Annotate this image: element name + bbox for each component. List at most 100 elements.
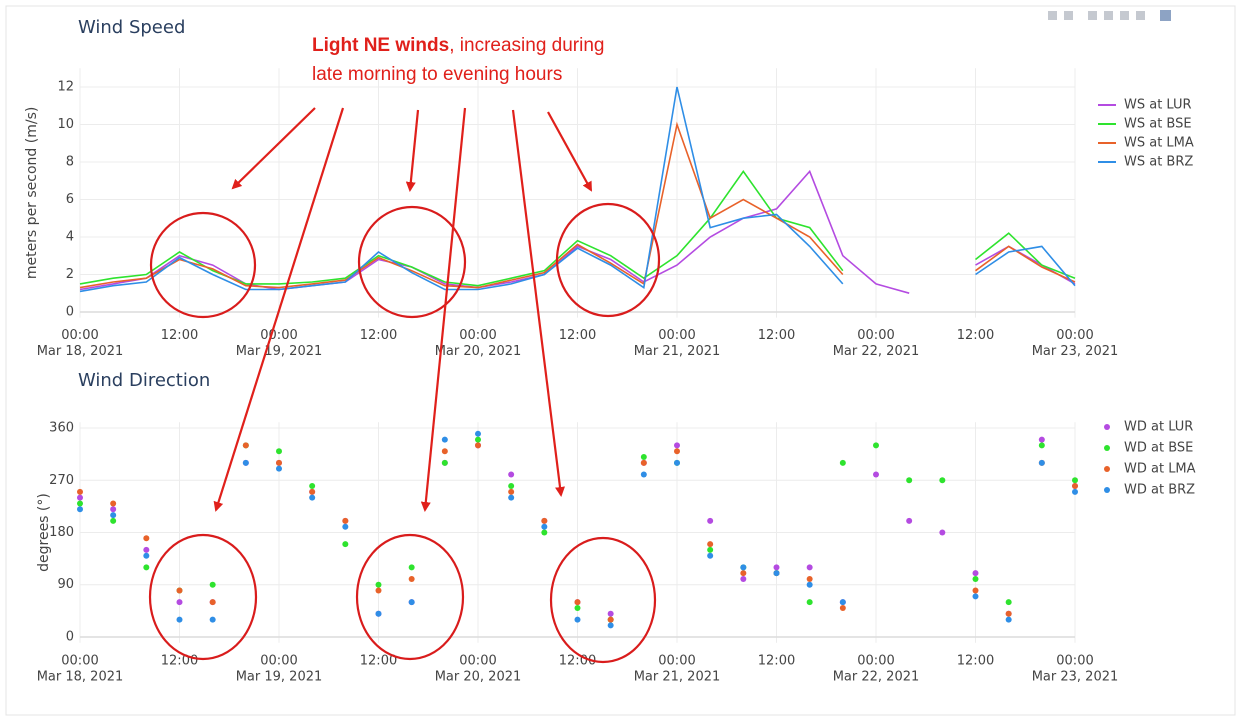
scatter-point <box>143 564 150 571</box>
scatter-point <box>1005 616 1012 623</box>
scatter-point <box>740 564 747 571</box>
zoom-out-icon[interactable] <box>1104 11 1113 20</box>
x-tick-date: Mar 19, 2021 <box>236 669 323 684</box>
legend-label: WD at LMA <box>1124 462 1196 477</box>
scatter-point <box>143 552 150 559</box>
scatter-point <box>1005 610 1012 617</box>
x-tick-label: 00:00 <box>658 653 695 668</box>
scatter-point <box>1005 599 1012 606</box>
x-tick-label: 00:00 <box>857 328 894 343</box>
scatter-point <box>342 523 349 530</box>
scatter-point <box>77 494 83 501</box>
x-tick-date: Mar 23, 2021 <box>1032 344 1119 359</box>
zoom-in-icon[interactable] <box>1088 11 1097 20</box>
scatter-point <box>906 477 913 484</box>
x-tick-date: Mar 19, 2021 <box>236 344 323 359</box>
zoom-icon[interactable] <box>1048 11 1057 20</box>
scatter-point <box>143 535 150 542</box>
scatter-point <box>707 546 714 553</box>
y-axis-title: degrees (°) <box>36 493 52 572</box>
scatter-point <box>176 587 183 594</box>
pan-icon[interactable] <box>1064 11 1073 20</box>
y-tick-label: 180 <box>49 525 74 540</box>
legend-swatch <box>1104 466 1110 472</box>
scatter-point <box>242 459 249 466</box>
scatter-point <box>1072 488 1078 495</box>
scatter-point <box>408 564 415 571</box>
scatter-point <box>342 541 349 548</box>
scatter-point <box>176 616 183 623</box>
legend-label: WD at BRZ <box>1124 483 1195 498</box>
y-tick-label: 10 <box>57 117 74 132</box>
x-tick-label: 00:00 <box>61 653 98 668</box>
x-tick-date: Mar 23, 2021 <box>1032 669 1119 684</box>
scatter-point <box>640 471 647 478</box>
scatter-point <box>508 471 515 478</box>
reset-icon[interactable] <box>1136 11 1145 20</box>
x-tick-label: 00:00 <box>459 328 496 343</box>
scatter-point <box>209 581 216 588</box>
scatter-point <box>1038 459 1045 466</box>
scatter-point <box>607 616 614 623</box>
x-tick-date: Mar 18, 2021 <box>37 669 124 684</box>
scatter-point <box>309 483 316 490</box>
annotation-text: , increasing during <box>449 35 604 56</box>
x-tick-date: Mar 21, 2021 <box>634 344 721 359</box>
scatter-point <box>806 575 813 582</box>
highlight-circle <box>149 211 257 319</box>
scatter-point <box>77 500 83 507</box>
y-tick-label: 0 <box>66 629 74 644</box>
x-tick-label: 12:00 <box>559 653 596 668</box>
annotation-line-1: Light NE winds, increasing during <box>312 35 604 56</box>
logo-icon[interactable] <box>1160 10 1171 21</box>
scatter-point <box>375 587 382 594</box>
scatter-point <box>674 442 680 449</box>
scatter-point <box>508 488 515 495</box>
x-tick-date: Mar 21, 2021 <box>634 669 721 684</box>
scatter-point <box>441 459 448 466</box>
scatter-point <box>972 593 979 600</box>
scatter-point <box>77 506 83 513</box>
scatter-point <box>1072 477 1078 484</box>
y-tick-label: 270 <box>49 473 74 488</box>
scatter-point <box>707 552 714 559</box>
scatter-point <box>574 616 581 623</box>
y-tick-label: 2 <box>66 267 74 282</box>
y-tick-label: 8 <box>66 154 74 169</box>
annotation-line-2: late morning to evening hours <box>312 64 562 85</box>
scatter-point <box>773 570 780 577</box>
chart-title: Wind Direction <box>78 370 210 391</box>
scatter-point <box>508 494 515 501</box>
highlight-circle <box>148 533 258 661</box>
scatter-point <box>972 587 979 594</box>
scatter-point <box>77 488 83 495</box>
series-line <box>79 86 1076 293</box>
highlight-circle <box>355 533 465 661</box>
scatter-point <box>276 465 282 472</box>
scatter-point <box>375 581 382 588</box>
y-tick-label: 0 <box>66 304 74 319</box>
scatter-point <box>939 529 946 536</box>
scatter-point <box>707 541 714 548</box>
x-tick-label: 12:00 <box>161 328 198 343</box>
scatter-point <box>541 529 548 536</box>
scatter-point <box>839 459 846 466</box>
scatter-point <box>276 459 282 466</box>
scatter-point <box>276 448 282 455</box>
highlight-circle <box>549 536 657 664</box>
x-tick-label: 00:00 <box>857 653 894 668</box>
arrow <box>511 109 565 497</box>
scatter-point <box>773 564 780 571</box>
scatter-point <box>342 517 349 524</box>
autoscale-icon[interactable] <box>1120 11 1129 20</box>
scatter-point <box>674 459 680 466</box>
scatter-point <box>740 570 747 577</box>
x-tick-label: 00:00 <box>658 328 695 343</box>
scatter-point <box>541 517 548 524</box>
x-tick-date: Mar 20, 2021 <box>435 669 522 684</box>
scatter-point <box>806 599 813 606</box>
scatter-point <box>640 459 647 466</box>
